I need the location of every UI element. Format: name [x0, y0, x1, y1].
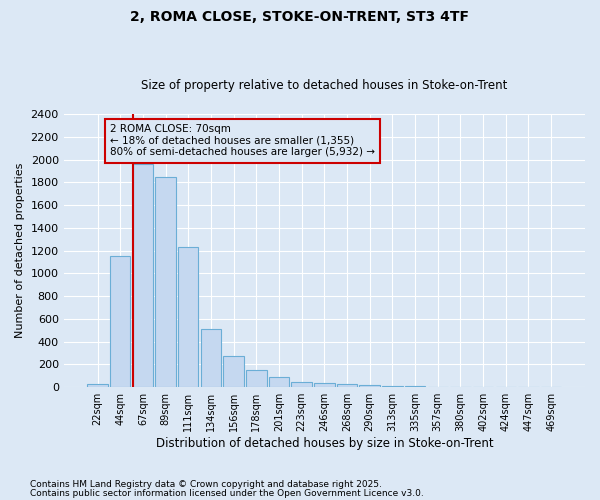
Bar — [337, 384, 357, 387]
Bar — [359, 385, 380, 387]
Bar — [382, 386, 403, 387]
Bar — [292, 382, 312, 387]
Title: Size of property relative to detached houses in Stoke-on-Trent: Size of property relative to detached ho… — [141, 79, 508, 92]
Bar — [450, 386, 470, 387]
X-axis label: Distribution of detached houses by size in Stoke-on-Trent: Distribution of detached houses by size … — [155, 437, 493, 450]
Bar — [541, 386, 562, 387]
Bar — [428, 386, 448, 387]
Bar — [201, 328, 221, 387]
Bar — [223, 356, 244, 387]
Bar — [88, 384, 108, 387]
Bar — [155, 176, 176, 387]
Bar — [314, 382, 335, 387]
Text: 2, ROMA CLOSE, STOKE-ON-TRENT, ST3 4TF: 2, ROMA CLOSE, STOKE-ON-TRENT, ST3 4TF — [131, 10, 470, 24]
Bar — [473, 386, 493, 387]
Text: Contains public sector information licensed under the Open Government Licence v3: Contains public sector information licen… — [30, 488, 424, 498]
Bar — [518, 386, 539, 387]
Text: Contains HM Land Registry data © Crown copyright and database right 2025.: Contains HM Land Registry data © Crown c… — [30, 480, 382, 489]
Bar — [246, 370, 266, 387]
Y-axis label: Number of detached properties: Number of detached properties — [15, 163, 25, 338]
Bar — [178, 247, 199, 387]
Text: 2 ROMA CLOSE: 70sqm
← 18% of detached houses are smaller (1,355)
80% of semi-det: 2 ROMA CLOSE: 70sqm ← 18% of detached ho… — [110, 124, 375, 158]
Bar — [496, 386, 516, 387]
Bar — [405, 386, 425, 387]
Bar — [133, 164, 153, 387]
Bar — [110, 256, 130, 387]
Bar — [269, 377, 289, 387]
